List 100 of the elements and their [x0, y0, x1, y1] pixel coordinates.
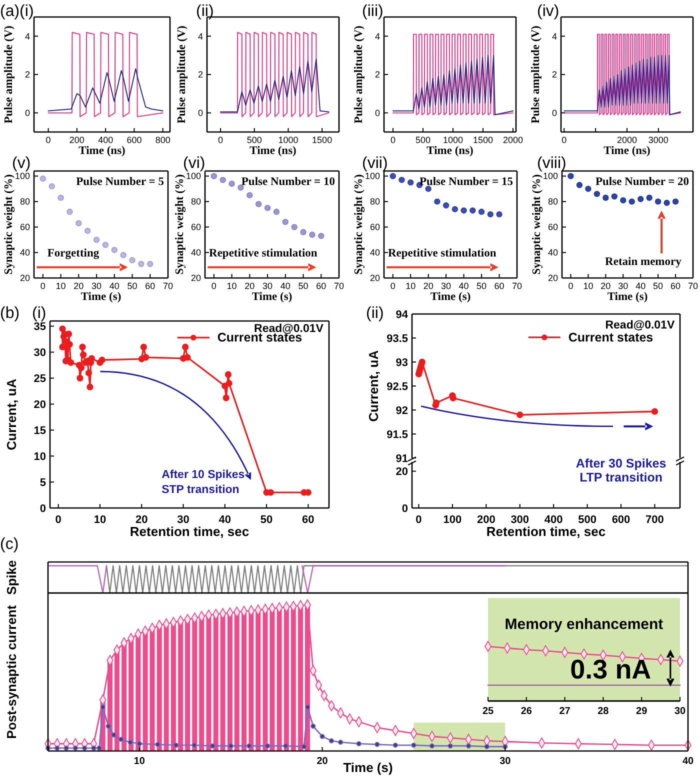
- x-tick-label: 20: [244, 281, 255, 291]
- y-tick-label: 20: [548, 273, 558, 284]
- legend-label: Current states: [568, 330, 654, 344]
- x-tick-label: 30: [92, 281, 102, 291]
- x-tick-label: 800: [155, 135, 170, 145]
- x-tick-label: 20: [74, 281, 84, 291]
- x-tick-label: 600: [126, 135, 142, 145]
- x-tick-label: 0: [568, 281, 574, 291]
- x-tick-label: 1500: [472, 135, 494, 145]
- y-tick-label: 2: [24, 70, 30, 80]
- y-tick-label: 5: [40, 476, 46, 489]
- x-tick-label: 400: [98, 135, 114, 145]
- x-tick-label: 30: [500, 756, 512, 767]
- y-axis-title: Pulse amplitude (V): [176, 25, 188, 124]
- x-tick-label: 60: [145, 281, 156, 291]
- x-tick-label: 70: [334, 281, 344, 291]
- y-tick-label: 40: [370, 248, 380, 258]
- y-tick-label: 20: [20, 273, 30, 284]
- x-tick-label: 40: [280, 281, 290, 291]
- y-tick-label: 20: [34, 398, 46, 411]
- annotation: Repetitive stimulation: [388, 248, 497, 260]
- x-tick-label: 1000: [278, 135, 298, 145]
- y-tick-label: 15: [34, 424, 46, 437]
- chart-title: (i): [32, 305, 46, 322]
- x-tick-label: 26: [520, 706, 532, 717]
- y-tick-label: 0: [24, 108, 30, 118]
- x-axis-title: Retention time, sec: [486, 524, 606, 539]
- y-tick-label: 10: [34, 450, 46, 463]
- x-tick-label: 28: [598, 706, 610, 717]
- x-axis-title: Time (s): [430, 291, 471, 303]
- annotation: After 10 Spikes: [162, 469, 245, 482]
- x-tick-label: 1500: [312, 135, 332, 145]
- text: (b): [0, 305, 20, 322]
- x-tick-label: 20: [600, 281, 611, 291]
- y-tick-label: 4: [374, 31, 380, 42]
- x-tick-label: 100: [443, 514, 462, 526]
- annotation: Read@0.01V: [605, 319, 675, 332]
- x-tick-label: 10: [94, 514, 106, 526]
- annotation: After 30 Spikes: [576, 456, 666, 471]
- y-axis-title: Synaptic weight (%): [531, 174, 543, 275]
- annotation: 0.3 nA: [570, 654, 652, 684]
- annotation: Pulse Number = 10: [241, 176, 336, 188]
- x-tick-label: 29: [636, 706, 648, 717]
- annotation: STP transition: [162, 484, 240, 496]
- y-tick-label: 40: [190, 248, 201, 258]
- y-tick-label: 30: [34, 347, 46, 360]
- y-tick-label: 4: [24, 31, 30, 42]
- chart-title: (iv): [537, 3, 560, 20]
- annotation: Pulse Number = 5: [76, 176, 164, 188]
- x-tick-label: 1000: [442, 135, 464, 145]
- x-axis-title: Time (ns): [250, 145, 297, 157]
- y-tick-label: 100: [542, 171, 558, 182]
- y-axis-title: Pulse amplitude (V): [353, 25, 365, 124]
- x-tick-label: 70: [162, 281, 174, 291]
- x-tick-label: 500: [415, 135, 431, 145]
- y-tick-label: 0: [402, 502, 408, 515]
- y-tick-label: 92: [396, 404, 408, 417]
- y-tick-label: 2: [374, 70, 380, 80]
- y-tick-label: 60: [370, 222, 380, 232]
- x-tick-label: 20: [316, 756, 328, 767]
- y-tick-label: 20: [370, 273, 380, 284]
- x-tick-label: 10: [134, 756, 146, 767]
- y-tick-label: 92.5: [386, 380, 408, 393]
- y-tick-label: 91.5: [386, 428, 408, 441]
- x-tick-label: 30: [262, 281, 273, 291]
- annotation: Repetitive stimulation: [209, 248, 318, 260]
- y-axis-title: Current, uA: [4, 378, 19, 450]
- chart-title: (ii): [366, 305, 384, 322]
- x-tick-label: 60: [670, 281, 681, 291]
- chart-title: (iii): [362, 3, 384, 20]
- x-tick-label: 70: [688, 281, 698, 291]
- y-tick-label: 40: [548, 248, 558, 258]
- y-tick-label: 93: [396, 356, 408, 369]
- y-tick-label: 91: [396, 452, 408, 465]
- y-axis-title: Synaptic weight (%): [3, 174, 15, 275]
- y-tick-label: 100: [186, 171, 201, 182]
- y-tick-label: 0: [40, 502, 46, 515]
- x-tick-label: 60: [316, 281, 326, 291]
- x-tick-label: 27: [559, 706, 571, 717]
- x-axis-title: Time (s): [343, 760, 393, 775]
- x-tick-label: 70: [512, 281, 522, 291]
- y-tick-label: 100: [364, 171, 380, 182]
- x-tick-label: 10: [226, 281, 237, 291]
- y-tick-label: 35: [34, 321, 46, 334]
- chart-title: (vi): [183, 155, 206, 172]
- y-axis-title: Pulse amplitude (V): [3, 25, 15, 124]
- y-tick-label: 0: [552, 108, 557, 118]
- x-tick-label: 40: [218, 514, 232, 526]
- x-tick-label: 200: [69, 135, 84, 145]
- chart-title: (a)(i): [0, 3, 34, 20]
- x-tick-label: 0: [211, 281, 216, 291]
- y-tick-label: 2: [198, 70, 203, 80]
- y-tick-label: 60: [548, 222, 558, 232]
- x-tick-label: 20: [423, 281, 434, 291]
- x-axis-title: Time (s): [252, 291, 292, 303]
- y-tick-label: 4: [198, 31, 203, 42]
- annotation: LTP transition: [580, 470, 662, 484]
- x-tick-label: 30: [177, 514, 190, 526]
- y-tick-label: 20: [396, 466, 408, 478]
- x-tick-label: 0: [416, 514, 422, 526]
